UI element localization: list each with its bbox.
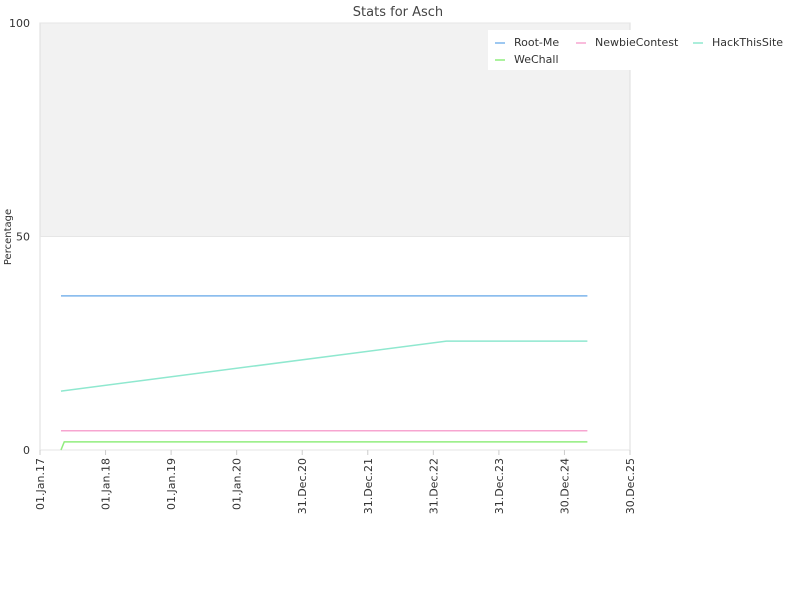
x-tick-label: 01.Jan.20 — [231, 458, 244, 510]
legend-label: NewbieContest — [595, 36, 679, 49]
x-tick-label: 01.Jan.19 — [165, 458, 178, 510]
chart-title: Stats for Asch — [353, 5, 443, 20]
legend-box — [488, 30, 788, 70]
y-axis-label: Percentage — [3, 209, 14, 265]
legend-label: WeChall — [514, 53, 559, 66]
x-tick-label: 01.Jan.17 — [34, 458, 47, 510]
x-tick-label: 31.Dec.21 — [362, 458, 375, 514]
series-line — [60, 441, 588, 451]
legend: Root-Me NewbieContest HackThisSite WeChall — [488, 30, 788, 70]
y-tick-label: 50 — [16, 231, 30, 244]
x-tick-label: 30.Dec.25 — [624, 458, 637, 514]
series-line — [60, 340, 588, 392]
x-tick-label: 30.Dec.24 — [558, 458, 571, 514]
x-tick-label: 31.Dec.22 — [427, 458, 440, 514]
x-tick-label: 31.Dec.23 — [493, 458, 506, 514]
legend-label: HackThisSite — [712, 36, 783, 49]
legend-label: Root-Me — [514, 36, 559, 49]
y-tick-label: 100 — [9, 17, 30, 30]
y-tick-label: 0 — [23, 444, 30, 457]
x-tick-label: 01.Jan.18 — [100, 458, 113, 510]
x-tick-label: 31.Dec.20 — [296, 458, 309, 514]
